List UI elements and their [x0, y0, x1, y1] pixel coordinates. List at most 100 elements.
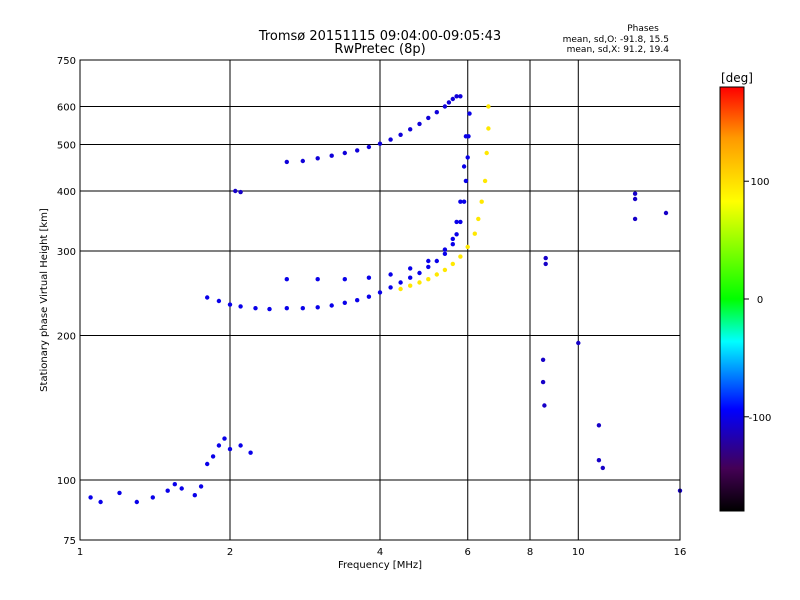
data-point — [408, 266, 413, 271]
data-point — [632, 196, 638, 202]
data-point — [248, 450, 253, 455]
data-point — [442, 267, 448, 273]
data-point — [198, 484, 204, 489]
colorbar-tick-label: 0 — [757, 295, 763, 306]
data-point — [458, 94, 463, 99]
data-point — [463, 134, 469, 139]
data-point — [663, 210, 669, 216]
data-point — [426, 258, 431, 264]
data-point — [300, 306, 305, 311]
data-point — [450, 261, 455, 267]
data-point — [450, 96, 455, 102]
data-point — [458, 199, 463, 204]
data-point — [442, 104, 448, 109]
data-point — [329, 303, 334, 308]
data-point — [329, 153, 334, 158]
data-point — [454, 219, 459, 225]
y-tick-label: 600 — [57, 103, 76, 114]
data-point — [398, 280, 403, 285]
data-point — [227, 302, 233, 307]
data-point — [366, 294, 372, 299]
data-point — [417, 121, 422, 127]
data-point — [192, 493, 197, 498]
data-point — [446, 100, 452, 105]
data-point — [172, 482, 177, 487]
colorbar-tick-label: 100 — [750, 177, 769, 188]
data-point — [355, 298, 360, 303]
y-tick-label: 75 — [63, 536, 76, 547]
data-point — [442, 247, 448, 252]
colorbar-label: [deg] — [721, 71, 753, 85]
data-point — [216, 298, 222, 304]
data-point — [117, 490, 122, 496]
data-point — [377, 290, 383, 295]
data-point — [284, 159, 289, 165]
data-point — [253, 306, 258, 311]
data-point — [222, 436, 227, 441]
data-point — [461, 199, 467, 204]
data-point — [426, 264, 431, 270]
data-point — [463, 178, 469, 184]
data-point — [465, 155, 470, 160]
data-point — [540, 379, 546, 385]
data-point — [484, 150, 489, 156]
data-point — [542, 403, 547, 408]
data-point — [454, 94, 459, 99]
phases-title: Phases — [627, 24, 659, 34]
data-point — [408, 275, 413, 280]
data-point — [600, 465, 605, 471]
data-point — [458, 254, 463, 259]
colorbar — [719, 86, 745, 512]
data-point — [442, 251, 448, 256]
data-point — [377, 141, 383, 146]
y-tick-label: 750 — [57, 56, 76, 67]
data-point — [284, 306, 289, 311]
data-point — [179, 486, 184, 491]
data-point — [366, 144, 372, 150]
data-point — [233, 188, 238, 194]
x-tick-label: 6 — [465, 547, 471, 558]
data-point — [461, 164, 467, 169]
x-tick-label: 10 — [572, 547, 585, 558]
data-point — [479, 199, 484, 204]
x-tick-label: 1 — [77, 547, 83, 558]
data-point — [388, 285, 393, 290]
data-point — [388, 272, 393, 277]
chart-subtitle: RwPretec (8p) — [334, 42, 425, 57]
data-point — [467, 111, 472, 116]
data-point — [267, 306, 272, 312]
data-point — [596, 423, 602, 428]
data-point — [417, 280, 422, 285]
data-point — [426, 277, 431, 282]
data-point — [355, 148, 360, 153]
data-point — [165, 488, 170, 493]
data-point — [450, 236, 455, 242]
data-point — [426, 115, 431, 121]
colorbar-ticks: 100 0 -100 — [744, 177, 771, 424]
data-point — [398, 286, 403, 292]
y-tick-label: 100 — [57, 476, 76, 487]
data-point — [632, 191, 638, 196]
data-point — [88, 495, 93, 500]
data-point — [540, 357, 546, 362]
data-point — [388, 137, 393, 142]
chart-title: Tromsø 20151115 09:04:00-09:05:43 — [258, 29, 501, 44]
x-tick-label: 16 — [674, 547, 687, 558]
data-point — [450, 242, 455, 247]
data-point — [543, 261, 548, 267]
data-point — [210, 454, 216, 459]
data-point — [408, 283, 413, 288]
x-tick-label: 4 — [377, 547, 383, 558]
axis-ticks: 1 2 4 6 8 10 16 75 100 200 300 400 500 600 750 — [57, 56, 686, 558]
y-tick-label: 500 — [57, 141, 76, 152]
data-point — [458, 219, 463, 225]
data-point — [284, 277, 289, 282]
phases-o-line: mean, sd,O: -91.8, 15.5 — [563, 35, 669, 45]
data-point — [408, 127, 413, 132]
data-point — [342, 150, 347, 156]
x-tick-label: 2 — [227, 547, 233, 558]
data-point — [134, 499, 139, 505]
data-point — [216, 443, 222, 448]
y-tick-label: 300 — [57, 247, 76, 258]
